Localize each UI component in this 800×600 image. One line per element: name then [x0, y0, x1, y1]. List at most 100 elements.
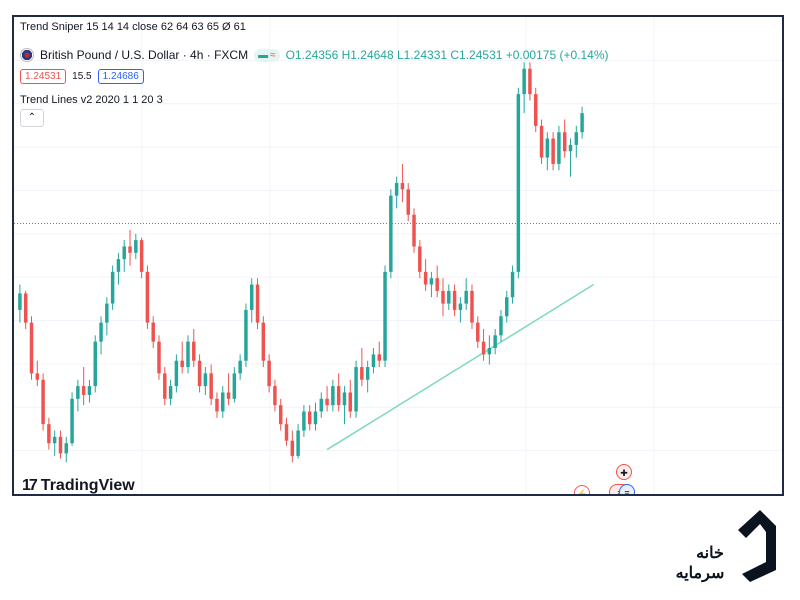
- candle-body: [273, 386, 277, 406]
- candle-body: [203, 373, 208, 387]
- symbol-legend: British Pound / U.S. Dollar · 4h · FXCM …: [20, 48, 609, 62]
- candle-body: [539, 125, 544, 158]
- candle-body: [128, 246, 132, 253]
- candle-body: [267, 360, 271, 387]
- candle-body: [93, 341, 97, 387]
- candle-body: [99, 322, 103, 342]
- candle-body: [215, 398, 219, 412]
- candle-body: [394, 182, 399, 196]
- collapse-legend-button[interactable]: ⌃: [20, 109, 44, 127]
- candle-body: [238, 360, 242, 374]
- candle-body: [499, 316, 503, 336]
- candle-body: [186, 341, 190, 368]
- candle-body: [406, 189, 410, 215]
- us-event-flag-icon-2[interactable]: ≡: [619, 484, 635, 494]
- candle-body: [365, 367, 370, 380]
- wave-icon: ≈: [270, 49, 276, 61]
- candle-body: [354, 367, 358, 412]
- candle-body: [87, 386, 92, 395]
- candle-body: [360, 367, 364, 380]
- candle-body: [522, 68, 526, 95]
- candle-body: [168, 386, 173, 399]
- candle-body: [325, 398, 329, 406]
- candle-body: [41, 379, 45, 425]
- candle-body: [145, 271, 150, 323]
- candle-body: [180, 360, 184, 368]
- candle-body: [470, 290, 474, 323]
- candle-body: [435, 278, 439, 291]
- candle-body: [342, 392, 347, 406]
- candle-body: [278, 405, 283, 425]
- bid-ask-row: 1.24531 15.5 1.24686: [20, 69, 144, 84]
- candle-body: [58, 436, 63, 454]
- indicator-legend-trend-sniper[interactable]: Trend Sniper 15 14 14 close 62 64 63 65 …: [20, 21, 246, 33]
- candle-body: [510, 271, 515, 298]
- flash-event-icon[interactable]: ⚡: [574, 485, 590, 494]
- watermark-logo: خانه سرمایه: [676, 510, 776, 583]
- candle-body: [476, 322, 480, 342]
- indicator-legend-text: Trend Lines v2 2020 1 1 20 3: [20, 94, 163, 106]
- candle-body: [70, 398, 74, 444]
- candle-body: [331, 386, 335, 406]
- gbp-usd-flag-icon: [20, 48, 34, 62]
- candle-body: [487, 348, 492, 355]
- candle-body: [302, 411, 306, 431]
- candle-body: [221, 392, 225, 412]
- candle-body: [116, 259, 121, 272]
- uk-event-flag-icon[interactable]: ✚: [616, 464, 632, 480]
- chart-canvas[interactable]: [14, 17, 782, 494]
- symbol-title[interactable]: British Pound / U.S. Dollar · 4h · FXCM: [40, 48, 249, 62]
- candle-body: [290, 440, 295, 456]
- candle-body: [35, 373, 40, 380]
- candle-body: [105, 303, 109, 323]
- candle-body: [383, 271, 387, 361]
- candle-body: [249, 284, 254, 310]
- candle-body: [574, 132, 579, 145]
- candle-body: [18, 293, 22, 310]
- candle-body: [244, 309, 248, 361]
- candle-body: [139, 240, 144, 272]
- indicator-legend-trend-lines[interactable]: Trend Lines v2 2020 1 1 20 3: [20, 94, 163, 106]
- candle-body: [29, 322, 34, 374]
- candle-body: [458, 303, 463, 310]
- candle-body: [481, 341, 486, 355]
- candle-body: [284, 424, 289, 441]
- ohlc-values: O1.24356 H1.24648 L1.24331 C1.24531 +0.0…: [285, 48, 609, 62]
- candle-body: [377, 354, 381, 361]
- candle-body: [551, 138, 555, 164]
- candle-body: [412, 214, 416, 247]
- market-status-pill[interactable]: ▬ ≈: [254, 48, 280, 62]
- candle-body: [52, 436, 57, 444]
- candle-body: [452, 290, 457, 310]
- candle-body: [319, 398, 324, 412]
- candle-body: [533, 94, 538, 126]
- candle-body: [493, 335, 497, 349]
- candle-body: [516, 94, 521, 272]
- candle-body: [371, 354, 376, 368]
- candle-body: [389, 195, 393, 272]
- watermark-text-line2: سرمایه: [676, 565, 725, 583]
- candle-body: [423, 271, 428, 285]
- tradingview-logo-text: TradingView: [40, 477, 135, 494]
- candle-body: [418, 246, 422, 272]
- candle-body: [226, 392, 231, 399]
- tradingview-logo[interactable]: 17 TradingView: [22, 477, 135, 494]
- house-logo-icon: [738, 510, 776, 582]
- candle-body: [562, 132, 567, 152]
- buy-price-button[interactable]: 1.24686: [97, 69, 144, 84]
- candle-body: [47, 424, 51, 444]
- candle-body: [400, 182, 405, 190]
- sell-price-button[interactable]: 1.24531: [20, 69, 67, 84]
- candle-body: [64, 443, 69, 454]
- candle-body: [232, 373, 237, 399]
- candle-body: [255, 284, 260, 323]
- candle-body: [174, 360, 179, 387]
- candle-body: [122, 246, 126, 260]
- candle-body: [545, 138, 550, 158]
- candle-body: [557, 132, 561, 164]
- candle-body: [163, 373, 167, 399]
- candle-body: [447, 290, 451, 304]
- indicator-legend-text: Trend Sniper 15 14 14 close 62 64 63 65 …: [20, 21, 246, 33]
- candle-body: [134, 240, 138, 253]
- candle-body: [336, 386, 341, 406]
